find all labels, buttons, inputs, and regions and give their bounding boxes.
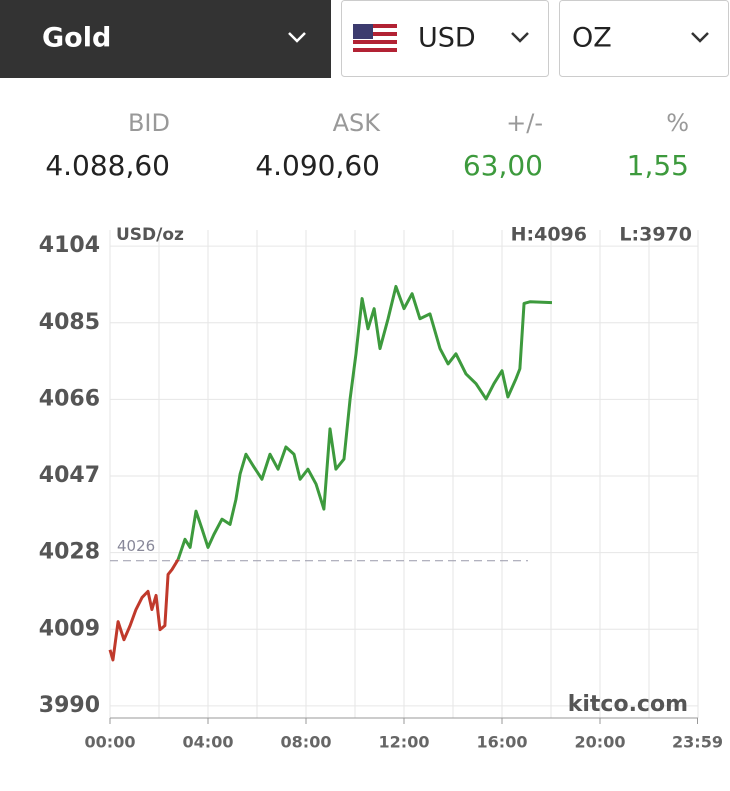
x-tick-label: 12:00 — [379, 733, 430, 752]
chevron — [288, 32, 306, 43]
y-tick-label: 4047 — [39, 463, 100, 488]
unit-annotation: USD/oz — [116, 225, 184, 245]
quote-label: BID — [128, 109, 170, 137]
x-tick-label: 16:00 — [477, 733, 528, 752]
quote-value: 4.090,60 — [255, 149, 380, 182]
currency-select[interactable] — [341, 0, 549, 77]
us-flag — [353, 24, 397, 52]
x-tick-label: 08:00 — [281, 733, 332, 752]
x-tick-label: 04:00 — [183, 733, 234, 752]
price-line — [108, 558, 180, 662]
price-line — [176, 284, 553, 560]
currency-label: USD — [418, 23, 476, 54]
quote-label: +/- — [506, 109, 543, 137]
y-tick-label: 4085 — [39, 310, 100, 335]
y-tick-label: 4104 — [39, 233, 100, 258]
quote-value: 63,00 — [463, 149, 543, 182]
x-tick-label: 23:59 — [672, 733, 723, 752]
watermark: kitco.com — [568, 692, 688, 717]
quote-value: 1,55 — [627, 149, 689, 182]
x-tick-label: 20:00 — [575, 733, 626, 752]
y-tick-label: 4028 — [39, 540, 100, 565]
y-tick-label: 3990 — [39, 693, 100, 718]
quote-label: ASK — [333, 109, 382, 137]
unit-label: OZ — [572, 23, 612, 54]
unit-select[interactable] — [559, 0, 729, 77]
chevron — [691, 32, 709, 43]
low-annotation: L:3970 — [619, 224, 692, 246]
y-tick-label: 4066 — [39, 386, 100, 411]
metal-label: Gold — [42, 23, 111, 54]
y-tick-label: 4009 — [39, 616, 100, 641]
high-annotation: H:4096 — [511, 224, 587, 246]
quote-value: 4.088,60 — [45, 149, 170, 182]
chevron — [511, 32, 529, 43]
x-tick-label: 00:00 — [85, 733, 136, 752]
reference-label: 4026 — [117, 537, 155, 555]
metal-select[interactable] — [0, 0, 331, 78]
quote-label: % — [666, 109, 689, 137]
